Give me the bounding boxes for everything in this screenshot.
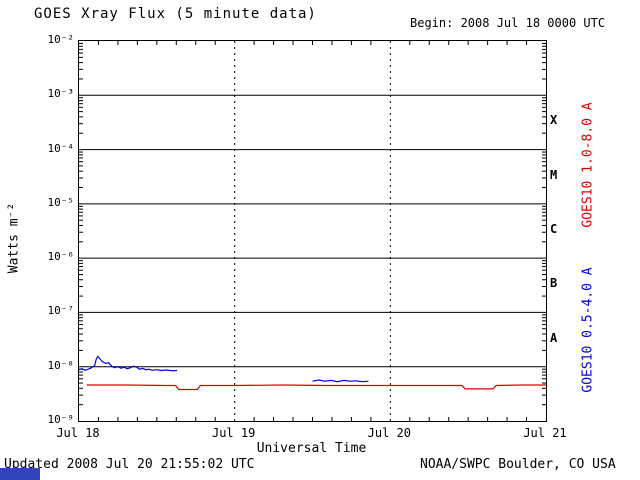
y-tick-label: 10⁻⁵ — [47, 195, 75, 209]
flare-class-label: C — [550, 222, 558, 236]
x-axis-label: Universal Time — [256, 441, 367, 456]
y-tick-label: 10⁻⁹ — [47, 413, 75, 426]
x-tick-label: Jul 21 — [523, 426, 567, 440]
y-tick-label: 10⁻⁷ — [47, 304, 75, 318]
y-tick-label: 10⁻⁴ — [47, 141, 75, 155]
updated-timestamp: Updated 2008 Jul 20 21:55:02 UTC — [4, 457, 255, 472]
flare-class-label: A — [550, 330, 558, 345]
flare-class-label: B — [550, 276, 558, 291]
y-tick-label: 10⁻⁶ — [47, 250, 75, 264]
x-tick-label: Jul 18 — [56, 426, 100, 440]
y-tick-label: 10⁻⁸ — [47, 358, 75, 372]
y-axis-label: Watts m⁻² — [6, 202, 22, 274]
flare-class-label: X — [550, 113, 558, 128]
right-label-long-channel: GOES10 1.0-8.0 A — [580, 102, 596, 228]
footer-logo-block — [0, 468, 40, 480]
y-tick-label: 10⁻² — [47, 33, 75, 46]
right-label-short-channel: GOES10 0.5-4.0 A — [580, 267, 596, 393]
x-tick-label: Jul 19 — [211, 426, 256, 440]
y-tick-label: 10⁻³ — [47, 87, 75, 101]
begin-timestamp: Begin: 2008 Jul 18 0000 UTC — [410, 16, 606, 30]
plot-area — [78, 40, 547, 422]
chart-canvas — [79, 41, 546, 421]
x-tick-label: Jul 20 — [367, 426, 411, 440]
flare-class-label: M — [550, 167, 558, 182]
chart-title: GOES Xray Flux (5 minute data) — [34, 6, 317, 22]
credit-text: NOAA/SWPC Boulder, CO USA — [420, 457, 616, 472]
